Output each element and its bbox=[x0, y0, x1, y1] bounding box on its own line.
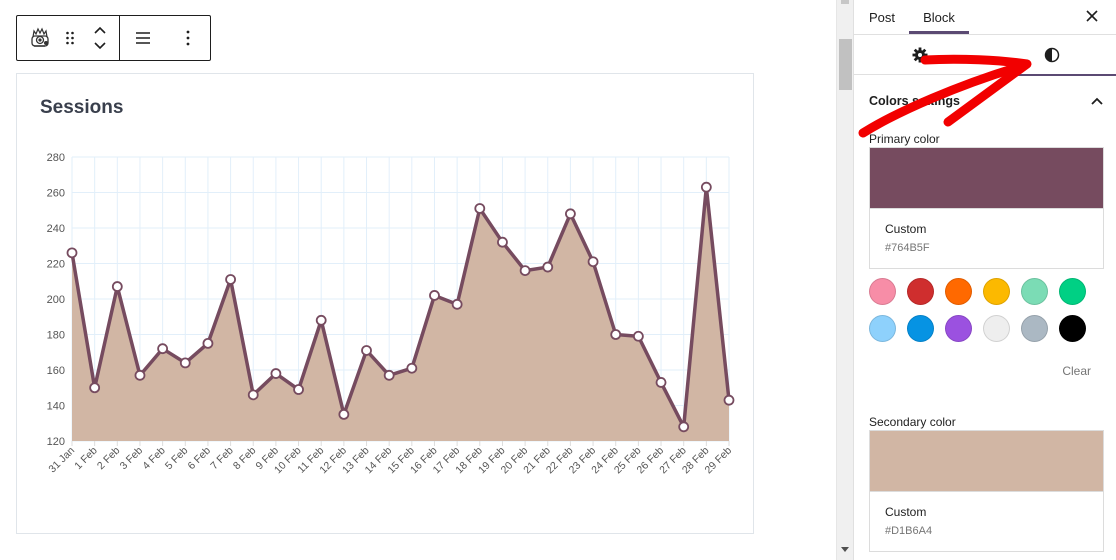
more-options-icon bbox=[186, 30, 189, 46]
svg-text:160: 160 bbox=[47, 365, 65, 377]
svg-text:180: 180 bbox=[47, 330, 65, 342]
svg-text:1 Feb: 1 Feb bbox=[72, 445, 100, 473]
primary-color-picker[interactable]: Custom #764B5F bbox=[869, 147, 1104, 269]
gear-icon bbox=[912, 47, 927, 63]
svg-text:2 Feb: 2 Feb bbox=[95, 445, 123, 473]
close-icon bbox=[1086, 10, 1098, 22]
primary-color-hex: #764B5F bbox=[885, 242, 930, 254]
toolbar-group-block bbox=[17, 16, 120, 60]
toolbar-group-options bbox=[120, 16, 210, 60]
secondary-color-picker[interactable]: Custom #D1B6A4 bbox=[869, 430, 1104, 552]
align-button[interactable] bbox=[130, 20, 156, 56]
chevron-up-icon bbox=[1091, 97, 1103, 105]
block-inspector-tabs bbox=[854, 35, 1116, 76]
palette-color-11[interactable] bbox=[1021, 315, 1048, 342]
move-up-down-button[interactable] bbox=[87, 20, 113, 56]
scrollbar-thumb[interactable] bbox=[839, 39, 852, 90]
palette-color-10[interactable] bbox=[983, 315, 1010, 342]
svg-text:6 Feb: 6 Feb bbox=[186, 445, 214, 473]
settings-sidebar: Post Block bbox=[853, 0, 1116, 560]
more-options-button[interactable] bbox=[175, 20, 201, 56]
editor-scrollbar[interactable] bbox=[836, 0, 853, 560]
svg-text:31 Jan: 31 Jan bbox=[46, 445, 77, 476]
palette-color-12[interactable] bbox=[1059, 315, 1086, 342]
palette-color-7[interactable] bbox=[869, 315, 896, 342]
editor-canvas: Sessions 120 140 160 180 200 220 240 260 280 31 J… bbox=[16, 15, 754, 534]
chart-title: Sessions bbox=[40, 97, 124, 118]
svg-text:260: 260 bbox=[47, 188, 65, 200]
sessions-chart-block[interactable]: Sessions 120 140 160 180 200 220 240 260 280 31 J… bbox=[16, 73, 754, 534]
tab-post[interactable]: Post bbox=[869, 9, 896, 25]
palette-color-3[interactable] bbox=[945, 278, 972, 305]
palette-color-8[interactable] bbox=[907, 315, 934, 342]
svg-text:120: 120 bbox=[47, 436, 65, 448]
palette-color-1[interactable] bbox=[869, 278, 896, 305]
svg-text:5 Feb: 5 Feb bbox=[163, 445, 191, 473]
secondary-color-swatch[interactable] bbox=[870, 431, 1103, 491]
svg-text:280: 280 bbox=[47, 152, 65, 164]
color-palette bbox=[869, 278, 1109, 342]
primary-color-swatch[interactable] bbox=[870, 148, 1103, 208]
primary-color-info: Custom #764B5F bbox=[870, 208, 1103, 268]
close-sidebar-button[interactable] bbox=[1081, 5, 1103, 27]
svg-text:3 Feb: 3 Feb bbox=[118, 445, 146, 473]
move-up-down-icon bbox=[94, 26, 106, 50]
contrast-icon bbox=[1044, 47, 1059, 63]
align-icon bbox=[135, 32, 150, 44]
palette-color-4[interactable] bbox=[983, 278, 1010, 305]
block-toolbar bbox=[16, 15, 211, 61]
colors-settings-panel-toggle[interactable]: Colors settings bbox=[869, 90, 1103, 112]
svg-text:240: 240 bbox=[47, 223, 65, 235]
drag-handle-icon bbox=[66, 31, 74, 45]
palette-color-2[interactable] bbox=[907, 278, 934, 305]
panel-title: Colors settings bbox=[869, 94, 960, 108]
svg-text:140: 140 bbox=[47, 401, 65, 413]
svg-text:8 Feb: 8 Feb bbox=[231, 445, 259, 473]
secondary-color-name: Custom bbox=[885, 505, 927, 519]
secondary-color-label: Secondary color bbox=[869, 415, 956, 429]
palette-color-5[interactable] bbox=[1021, 278, 1048, 305]
primary-color-name: Custom bbox=[885, 222, 927, 236]
scroll-down-arrow-icon[interactable] bbox=[841, 547, 849, 552]
svg-text:200: 200 bbox=[47, 294, 65, 306]
tab-block[interactable]: Block bbox=[909, 0, 969, 34]
primary-color-label: Primary color bbox=[869, 132, 940, 146]
clear-color-button[interactable]: Clear bbox=[1062, 364, 1091, 378]
block-type-button[interactable] bbox=[27, 20, 53, 56]
svg-text:7 Feb: 7 Feb bbox=[208, 445, 236, 473]
monsterinsights-mascot-icon bbox=[31, 27, 49, 47]
palette-color-6[interactable] bbox=[1059, 278, 1086, 305]
scroll-up-arrow-icon[interactable] bbox=[841, 0, 849, 4]
secondary-color-hex: #D1B6A4 bbox=[885, 525, 933, 537]
palette-color-9[interactable] bbox=[945, 315, 972, 342]
tab-styles[interactable] bbox=[986, 35, 1116, 76]
drag-handle-button[interactable] bbox=[57, 20, 83, 56]
svg-text:4 Feb: 4 Feb bbox=[140, 445, 168, 473]
secondary-color-info: Custom #D1B6A4 bbox=[870, 491, 1103, 551]
svg-text:220: 220 bbox=[47, 259, 65, 271]
tab-settings[interactable] bbox=[854, 35, 985, 75]
sidebar-header: Post Block bbox=[854, 0, 1116, 35]
